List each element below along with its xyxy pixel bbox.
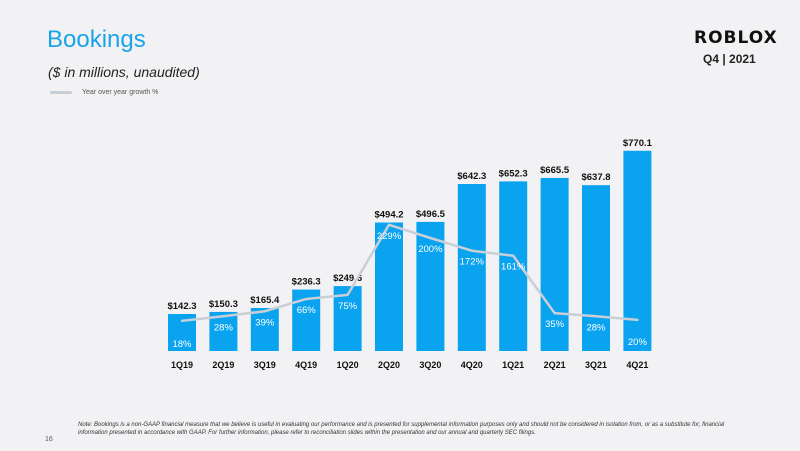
x-tick-label: 4Q21 — [626, 360, 648, 370]
bar-value-label: $165.4 — [250, 295, 280, 306]
bar-value-label: $249.6 — [333, 273, 362, 284]
page-title: Bookings — [47, 26, 146, 53]
x-tick-label: 1Q20 — [337, 360, 359, 370]
x-tick-label: 1Q19 — [171, 360, 193, 370]
x-tick-label: 3Q19 — [254, 360, 276, 370]
x-tick-label: 3Q21 — [585, 360, 607, 370]
x-tick-label: 4Q19 — [295, 360, 317, 370]
quarter-label: Q4 | 2021 — [703, 52, 756, 66]
bar-value-label: $142.3 — [167, 301, 196, 312]
bar-value-label: $236.3 — [292, 277, 321, 288]
growth-label: 200% — [418, 244, 443, 255]
bar-value-label: $637.8 — [581, 172, 610, 183]
x-tick-label: 3Q20 — [419, 360, 441, 370]
x-tick-label: 2Q21 — [544, 360, 566, 370]
bar-value-label: $665.5 — [540, 165, 570, 176]
chart-legend: Year over year growth % — [50, 89, 158, 96]
growth-label: 161% — [501, 262, 526, 273]
bar-value-label: $150.3 — [209, 299, 238, 310]
x-tick-label: 1Q21 — [502, 360, 524, 370]
x-tick-label: 4Q20 — [461, 360, 483, 370]
bar-3Q20 — [416, 221, 445, 351]
bar-value-label: $494.2 — [374, 210, 403, 221]
growth-label: 66% — [297, 305, 317, 316]
growth-label: 18% — [172, 339, 192, 350]
bar-4Q21 — [623, 150, 652, 351]
bar-3Q21 — [582, 185, 610, 351]
legend-line-swatch — [50, 91, 72, 94]
bar-value-label: $496.5 — [416, 209, 446, 220]
x-tick-label: 2Q20 — [378, 360, 400, 370]
legend-label: Year over year growth % — [82, 89, 159, 96]
bar-1Q21 — [499, 181, 528, 351]
growth-label: 75% — [338, 301, 358, 312]
bar-3Q19 — [250, 307, 279, 351]
growth-line — [180, 223, 639, 323]
bar-value-label: $642.3 — [457, 171, 486, 182]
bar-4Q20 — [457, 184, 486, 351]
page-number: 16 — [45, 436, 53, 443]
growth-label: 35% — [545, 319, 565, 330]
footnote: Note: Bookings is a non-GAAP financial m… — [78, 422, 725, 436]
page-subtitle: ($ in millions, unaudited) — [48, 64, 200, 80]
growth-label: 28% — [586, 322, 606, 333]
roblox-logo: ROBLOX — [694, 28, 778, 48]
bar-value-label: $770.1 — [623, 138, 653, 149]
bar-value-label: $652.3 — [499, 168, 528, 179]
bar-2Q20 — [375, 222, 403, 351]
growth-label: 172% — [460, 257, 485, 268]
growth-label: 28% — [214, 322, 234, 333]
bar-2Q21 — [540, 177, 569, 351]
growth-label: 229% — [377, 231, 402, 242]
growth-label: 39% — [255, 317, 275, 328]
growth-label: 20% — [628, 337, 648, 348]
x-tick-label: 2Q19 — [212, 360, 234, 370]
